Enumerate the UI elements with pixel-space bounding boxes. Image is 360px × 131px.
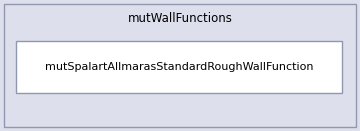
FancyBboxPatch shape <box>16 41 342 93</box>
Text: mutSpalartAllmarasStandardRoughWallFunction: mutSpalartAllmarasStandardRoughWallFunct… <box>45 62 313 72</box>
Text: mutWallFunctions: mutWallFunctions <box>127 12 233 24</box>
FancyBboxPatch shape <box>4 4 356 127</box>
